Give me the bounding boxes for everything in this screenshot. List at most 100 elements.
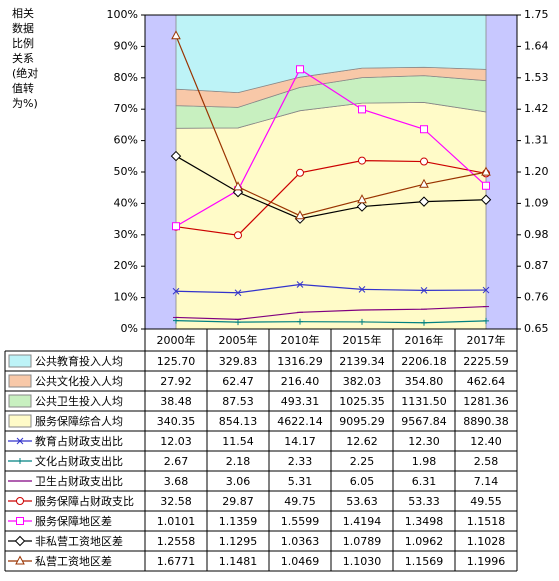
point xyxy=(296,65,304,74)
table-cell: 9095.29 xyxy=(339,415,385,428)
line xyxy=(175,160,487,236)
table-cell: 1.1996 xyxy=(467,555,506,568)
legend-label: 非私营工资地区差 xyxy=(35,534,123,548)
y2-tick-label: 0.87 xyxy=(524,259,549,272)
line xyxy=(175,320,487,324)
table-cell: 53.33 xyxy=(408,495,440,508)
legend-label: 卫生占财政支出比 xyxy=(35,474,123,488)
x-tick-label: 2005年 xyxy=(219,333,258,347)
table-cell: 12.30 xyxy=(408,435,440,448)
y-tick-label: 90% xyxy=(114,39,138,52)
y-tick-label: 80% xyxy=(114,71,138,84)
point xyxy=(235,319,241,326)
y-tick-label: 60% xyxy=(114,134,138,147)
table-cell: 1.98 xyxy=(412,455,437,468)
table-cell: 1316.29 xyxy=(277,355,323,368)
line xyxy=(175,155,487,220)
table-cell: 87.53 xyxy=(222,395,254,408)
point xyxy=(358,105,366,114)
y-tick-label: 100% xyxy=(107,8,138,21)
y-axis-label: 相关 xyxy=(12,6,34,20)
point xyxy=(233,181,243,191)
y2-tick-label: 0.65 xyxy=(524,322,549,335)
table-cell: 1.1359 xyxy=(219,515,258,528)
y2-tick-label: 1.53 xyxy=(524,71,549,84)
table-cell: 2.33 xyxy=(288,455,313,468)
point xyxy=(172,287,180,295)
table-cell: 1281.36 xyxy=(463,395,509,408)
table-cell: 340.35 xyxy=(157,415,196,428)
legend-marker xyxy=(14,535,26,547)
legend-swatch xyxy=(8,354,32,368)
table-cell: 1.6771 xyxy=(157,555,196,568)
point xyxy=(482,181,490,190)
table-cell: 1.1028 xyxy=(467,535,506,548)
point xyxy=(357,194,367,204)
legend-marker xyxy=(17,458,23,464)
point xyxy=(358,156,366,165)
line xyxy=(175,305,487,320)
table-cell: 382.03 xyxy=(343,375,382,388)
table-cell: 2.18 xyxy=(226,455,251,468)
y-axis-label: 比例 xyxy=(12,36,34,50)
legend-swatch xyxy=(8,374,32,388)
table-cell: 27.92 xyxy=(160,375,192,388)
table-cell: 14.17 xyxy=(284,435,316,448)
point xyxy=(420,287,428,294)
table-cell: 8890.38 xyxy=(463,415,509,428)
table-cell: 7.14 xyxy=(474,475,499,488)
table-cell: 329.83 xyxy=(219,355,258,368)
table-cell: 32.58 xyxy=(160,495,192,508)
table-cell: 1.1295 xyxy=(219,535,258,548)
legend-label: 服务保障占财政支比 xyxy=(35,494,134,508)
table-cell: 1.2558 xyxy=(157,535,196,548)
table-cell: 2.58 xyxy=(474,455,499,468)
line xyxy=(175,35,487,217)
legend-swatch xyxy=(8,394,32,408)
y2-tick-label: 1.31 xyxy=(524,134,549,147)
x-tick-label: 2017年 xyxy=(467,333,506,347)
table-cell: 1.0789 xyxy=(343,535,382,548)
point xyxy=(419,178,429,188)
point xyxy=(234,231,242,240)
point xyxy=(421,319,427,326)
point xyxy=(296,168,304,177)
area xyxy=(175,102,487,330)
table-cell: 354.80 xyxy=(405,375,444,388)
point xyxy=(171,30,181,40)
table-cell: 2206.18 xyxy=(401,355,447,368)
table-cell: 1.0363 xyxy=(281,535,320,548)
y-tick-label: 30% xyxy=(114,228,138,241)
table-cell: 1.1030 xyxy=(343,555,382,568)
legend-marker xyxy=(15,555,25,565)
legend-marker xyxy=(16,437,24,445)
y-tick-label: 70% xyxy=(114,102,138,115)
legend-marker xyxy=(16,497,24,505)
table-cell: 2.67 xyxy=(164,455,189,468)
y-tick-label: 40% xyxy=(114,196,138,209)
table-cell: 2225.59 xyxy=(463,355,509,368)
x-tick-label: 2000年 xyxy=(157,333,196,347)
table-cell: 1.0469 xyxy=(281,555,320,568)
table-cell: 12.40 xyxy=(470,435,502,448)
x-tick-label: 2016年 xyxy=(405,333,444,347)
table-cell: 62.47 xyxy=(222,375,254,388)
point xyxy=(420,125,428,134)
point xyxy=(356,201,368,212)
table-cell: 462.64 xyxy=(467,375,506,388)
point xyxy=(234,289,242,297)
table-cell: 1.4194 xyxy=(343,515,382,528)
y-axis-label: (绝对 xyxy=(12,66,38,80)
point xyxy=(480,194,492,205)
y2-tick-label: 1.20 xyxy=(524,165,549,178)
legend-label: 服务保障综合人均 xyxy=(35,414,123,428)
table-cell: 38.48 xyxy=(160,395,192,408)
legend-label: 服务保障地区差 xyxy=(35,514,112,528)
legend-label: 公共教育投入人均 xyxy=(35,354,123,368)
legend-label: 公共卫生投入人均 xyxy=(35,394,123,408)
point xyxy=(170,150,182,162)
y2-tick-label: 1.64 xyxy=(524,39,549,52)
table-cell: 493.31 xyxy=(281,395,320,408)
y-tick-label: 0% xyxy=(121,322,138,335)
point xyxy=(481,166,491,176)
